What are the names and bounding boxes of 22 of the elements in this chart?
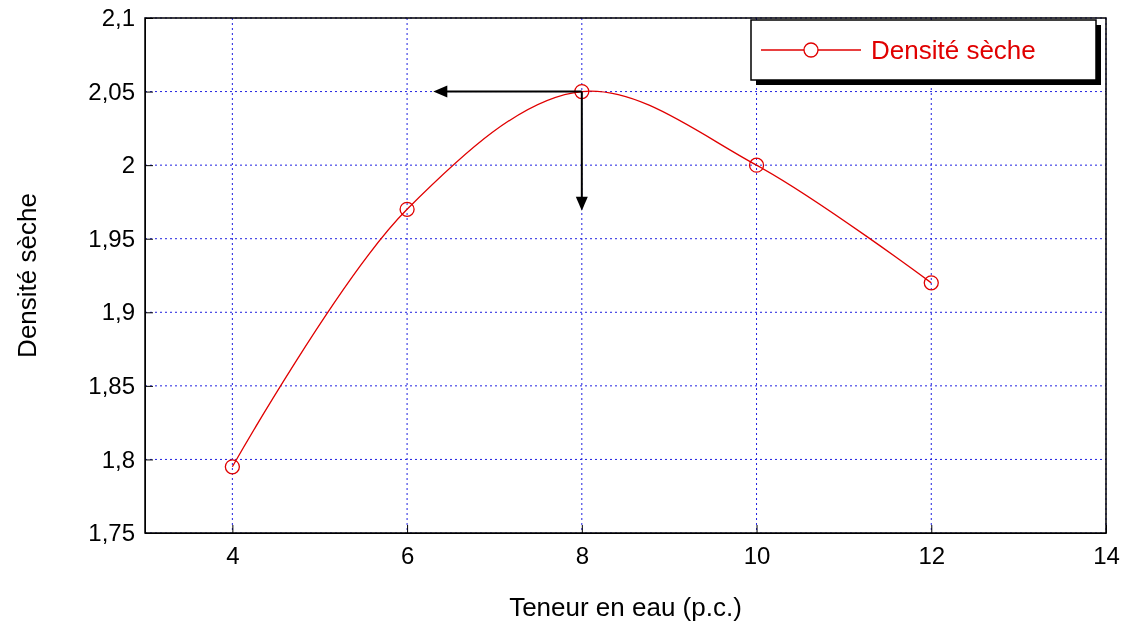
y-tick-label: 2 — [121, 151, 135, 179]
y-tick-label: 1,95 — [88, 224, 135, 252]
y-tick-label: 1,75 — [88, 519, 135, 547]
point — [399, 201, 415, 217]
point — [923, 275, 939, 291]
y-tick-label: 2,1 — [101, 4, 135, 32]
y-tick-label: 2,05 — [88, 77, 135, 105]
x-tick-label: 14 — [1093, 542, 1120, 570]
point — [224, 459, 241, 475]
x-axis-title: Teneur en eau (p.c.) — [509, 592, 742, 622]
legend-label: Densité sèche — [871, 35, 1036, 65]
x-tick-label: 8 — [575, 542, 589, 570]
x-tick-label: 12 — [918, 542, 946, 570]
x-tick-label: 6 — [400, 542, 415, 570]
point — [748, 157, 765, 173]
x-tick-label: 4 — [226, 542, 240, 570]
y-axis-title: Densité sèche — [12, 193, 42, 358]
y-tick-label: 1,85 — [88, 372, 135, 400]
x-tick-label: 10 — [743, 542, 771, 570]
point — [574, 83, 590, 100]
y-tick-label: 1,9 — [101, 298, 135, 326]
y-tick-label: 1,8 — [101, 445, 135, 473]
